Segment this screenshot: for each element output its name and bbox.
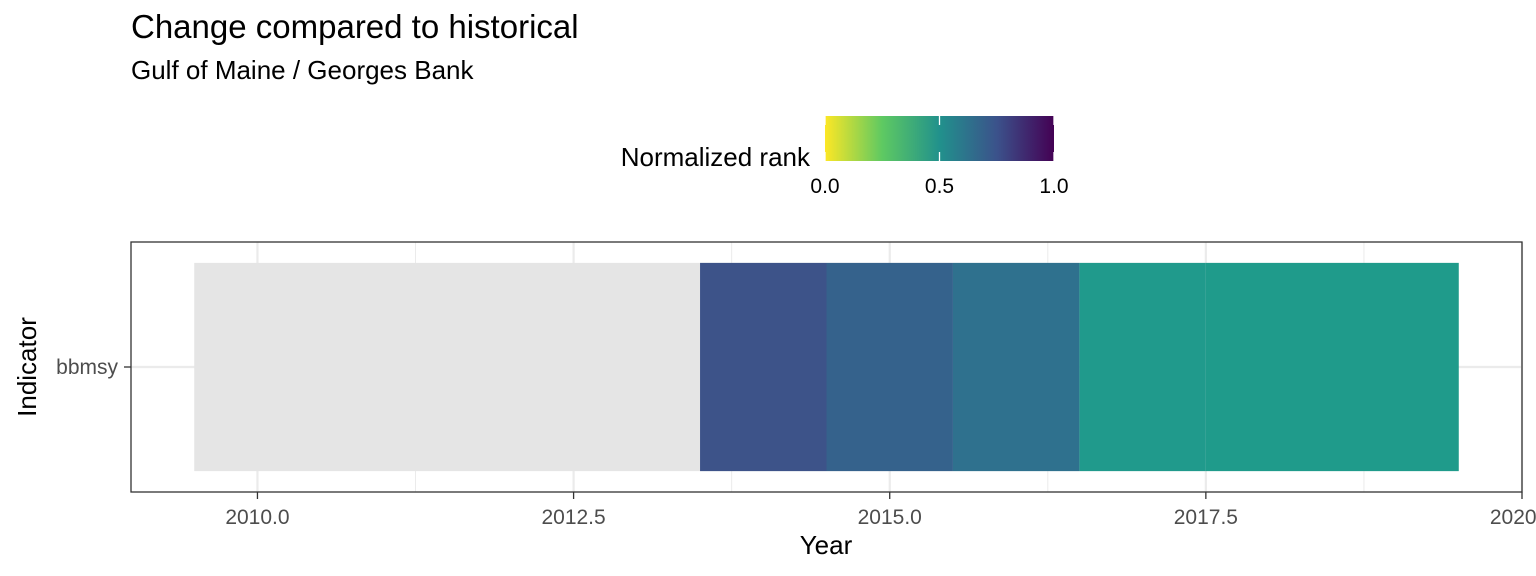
heatmap-cell bbox=[194, 262, 701, 472]
chart-subtitle: Gulf of Maine / Georges Bank bbox=[131, 55, 474, 85]
heatmap-cell bbox=[952, 262, 1080, 472]
x-tick-label: 2015.0 bbox=[858, 506, 922, 529]
legend-title: Normalized rank bbox=[621, 142, 811, 172]
x-tick-label: 2012.5 bbox=[541, 506, 605, 529]
y-axis-title: Indicator bbox=[12, 317, 42, 417]
heatmap-cell bbox=[700, 262, 827, 472]
x-tick-label: 2017.5 bbox=[1174, 506, 1238, 529]
y-tick-label: bbmsy bbox=[56, 356, 118, 379]
x-axis-title: Year bbox=[800, 530, 853, 560]
legend: Normalized rank 0.0 0.5 1.0 bbox=[621, 116, 1069, 198]
heatmap-cell bbox=[1079, 262, 1206, 472]
chart-title: Change compared to historical bbox=[131, 8, 579, 45]
legend-tick-label: 0.5 bbox=[925, 175, 954, 198]
heatmap-cell bbox=[1205, 262, 1459, 472]
x-tick-label: 2020.0 bbox=[1490, 506, 1536, 529]
legend-tick-label: 1.0 bbox=[1039, 175, 1068, 198]
plot-panel: 2010.0 2012.5 2015.0 2017.5 2020.0 bbmsy Yea… bbox=[12, 241, 1536, 560]
legend-tick-label: 0.0 bbox=[810, 175, 839, 198]
heatmap-cell bbox=[826, 262, 953, 472]
x-tick-label: 2010.0 bbox=[225, 506, 289, 529]
